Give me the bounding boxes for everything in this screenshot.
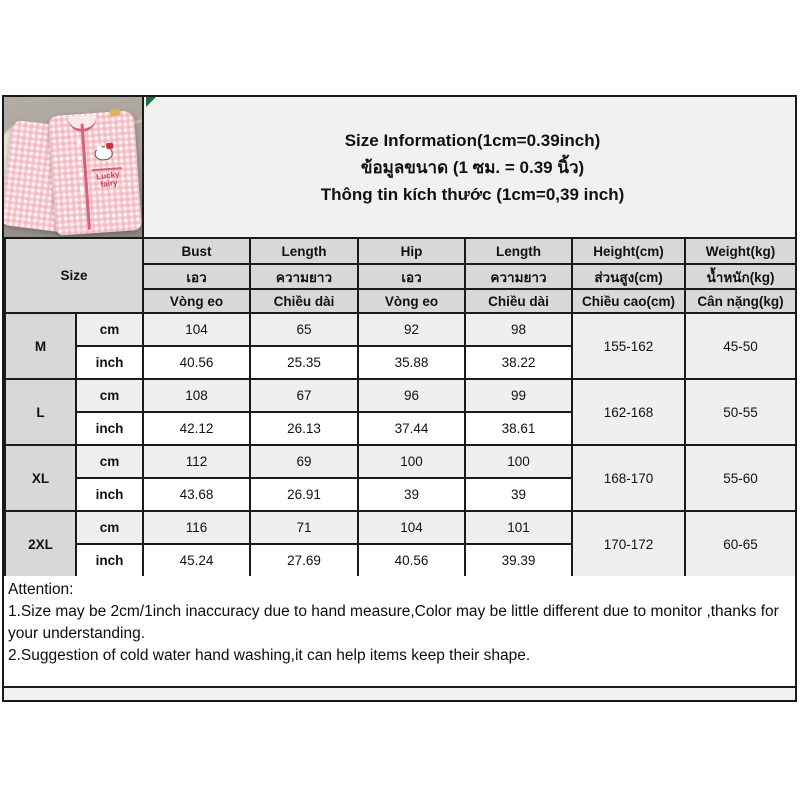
value-cm-0: 112 bbox=[142, 444, 252, 479]
value-height: 162-168 bbox=[571, 378, 687, 446]
attention-note: 1.Size may be 2cm/1inch inaccuracy due t… bbox=[8, 603, 779, 642]
value-inch-3: 39.39 bbox=[464, 543, 574, 578]
header-cell-en-0: Bust bbox=[142, 237, 252, 265]
value-inch-2: 39 bbox=[357, 477, 467, 512]
value-cm-2: 100 bbox=[357, 444, 467, 479]
value-inch-2: 35.88 bbox=[357, 345, 467, 380]
size-corner-label: Size bbox=[3, 237, 145, 314]
header-cell-vi-3: Chiều dài bbox=[464, 288, 574, 314]
buttons bbox=[76, 139, 81, 145]
header-cell-vi-2: Vòng eo bbox=[357, 288, 467, 314]
unit-label-cm: cm bbox=[74, 444, 145, 479]
value-cm-3: 99 bbox=[464, 378, 574, 413]
value-weight: 50-55 bbox=[684, 378, 798, 446]
value-cm-1: 71 bbox=[249, 510, 360, 545]
value-inch-0: 45.24 bbox=[142, 543, 252, 578]
value-height: 170-172 bbox=[571, 510, 687, 578]
header-cell-en-4: Height(cm) bbox=[571, 237, 687, 265]
header-cell-vi-5: Cân nặng(kg) bbox=[684, 288, 798, 314]
value-cm-0: 116 bbox=[142, 510, 252, 545]
unit-label-inch: inch bbox=[74, 477, 145, 512]
header-cell-th-5: น้ำหนัก(kg) bbox=[684, 263, 798, 290]
value-inch-1: 26.13 bbox=[249, 411, 360, 446]
value-height: 155-162 bbox=[571, 312, 687, 380]
value-weight: 55-60 bbox=[684, 444, 798, 512]
size-table: Size Bust Length Hip Length Height(cm) Weight(… bbox=[3, 237, 798, 578]
attention-heading: Attention: bbox=[8, 581, 74, 598]
header-cell-th-0: เอว bbox=[142, 263, 252, 290]
value-inch-2: 37.44 bbox=[357, 411, 467, 446]
header-cell-en-2: Hip bbox=[357, 237, 467, 265]
product-photo: Lucky fairy bbox=[4, 97, 144, 237]
header-cell-th-1: ความยาว bbox=[249, 263, 360, 290]
unit-label-inch: inch bbox=[74, 411, 145, 446]
title-english: Size Information(1cm=0.39inch) bbox=[344, 130, 601, 150]
value-cm-0: 108 bbox=[142, 378, 252, 413]
title-block: Size Information(1cm=0.39inch) ข้อมูลขนา… bbox=[146, 97, 799, 237]
value-inch-2: 40.56 bbox=[357, 543, 467, 578]
unit-label-cm: cm bbox=[74, 510, 145, 545]
value-cm-3: 101 bbox=[464, 510, 574, 545]
value-cm-3: 100 bbox=[464, 444, 574, 479]
value-inch-1: 27.69 bbox=[249, 543, 360, 578]
value-weight: 60-65 bbox=[684, 510, 798, 578]
bow-icon bbox=[105, 142, 114, 150]
unit-label-inch: inch bbox=[74, 345, 145, 380]
size-label-M: M bbox=[4, 312, 77, 380]
value-inch-3: 38.61 bbox=[464, 411, 574, 446]
size-label-XL: XL bbox=[4, 444, 77, 512]
unit-label-cm: cm bbox=[74, 312, 145, 347]
value-cm-3: 98 bbox=[464, 312, 574, 347]
value-cm-1: 67 bbox=[249, 378, 360, 413]
header-cell-vi-4: Chiều cao(cm) bbox=[571, 288, 687, 314]
value-cm-1: 65 bbox=[249, 312, 360, 347]
value-inch-0: 42.12 bbox=[142, 411, 252, 446]
value-cm-2: 104 bbox=[357, 510, 467, 545]
value-inch-1: 25.35 bbox=[249, 345, 360, 380]
excel-error-marker-icon bbox=[146, 97, 156, 107]
title-vietnamese: Thông tin kích thước (1cm=0,39 inch) bbox=[320, 184, 625, 204]
unit-label-cm: cm bbox=[74, 378, 145, 413]
value-inch-3: 39 bbox=[464, 477, 574, 512]
unit-label-inch: inch bbox=[74, 543, 145, 578]
value-cm-2: 92 bbox=[357, 312, 467, 347]
header-cell-th-2: เอว bbox=[357, 263, 467, 290]
size-table-body: Size Bust Length Hip Length Height(cm) Weight(… bbox=[3, 237, 798, 578]
value-cm-0: 104 bbox=[142, 312, 252, 347]
header-cell-th-3: ความยาว bbox=[464, 263, 574, 290]
value-height: 168-170 bbox=[571, 444, 687, 512]
size-label-2XL: 2XL bbox=[4, 510, 77, 578]
header-cell-th-4: ส่วนสูง(cm) bbox=[571, 263, 687, 290]
attention-note: 2.Suggestion of cold water hand washing,… bbox=[8, 647, 531, 664]
header-cell-en-1: Length bbox=[249, 237, 360, 265]
attention-notes: Attention: 1.Size may be 2cm/1inch inacc… bbox=[4, 576, 795, 688]
value-inch-0: 40.56 bbox=[142, 345, 252, 380]
value-inch-1: 26.91 bbox=[249, 477, 360, 512]
title-thai: ข้อมูลขนาด (1 ซม. = 0.39 นิ้ว) bbox=[360, 157, 585, 177]
header-cell-vi-1: Chiều dài bbox=[249, 288, 360, 314]
size-label-L: L bbox=[4, 378, 77, 446]
value-inch-3: 38.22 bbox=[464, 345, 574, 380]
header-cell-en-5: Weight(kg) bbox=[684, 237, 798, 265]
pajama-shirt: Lucky fairy bbox=[47, 110, 142, 236]
value-cm-2: 96 bbox=[357, 378, 467, 413]
value-inch-0: 43.68 bbox=[142, 477, 252, 512]
value-weight: 45-50 bbox=[684, 312, 798, 380]
value-cm-1: 69 bbox=[249, 444, 360, 479]
size-chart-panel: Lucky fairy Size Information(1cm=0.39inc… bbox=[2, 95, 799, 702]
header-cell-vi-0: Vòng eo bbox=[142, 288, 252, 314]
header-cell-en-3: Length bbox=[464, 237, 574, 265]
